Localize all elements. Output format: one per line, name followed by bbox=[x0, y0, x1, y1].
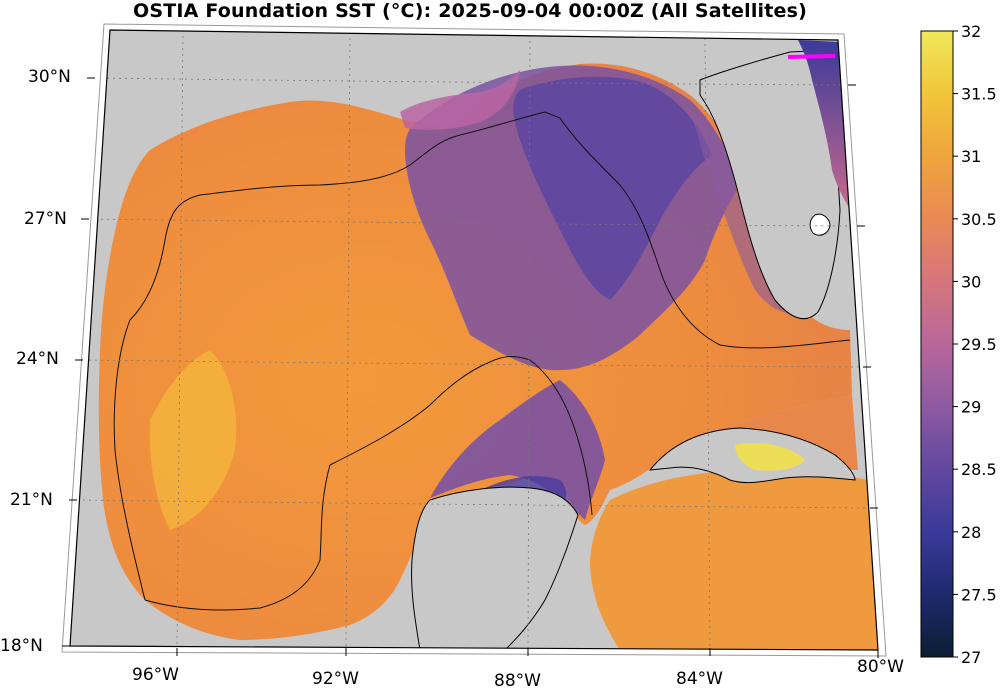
colorbar-tick-label: 30.5 bbox=[961, 210, 997, 229]
lon-label-92w: 92°W bbox=[312, 669, 359, 688]
colorbar-tick-label: 27 bbox=[961, 648, 981, 667]
colorbar-tick-label: 30 bbox=[961, 272, 981, 291]
lon-label-80w: 80°W bbox=[857, 657, 904, 677]
lat-label-21n: 21°N bbox=[10, 490, 53, 510]
colorbar-ticks bbox=[953, 30, 958, 658]
lon-label-96w: 96°W bbox=[132, 665, 179, 685]
map-frame-outer bbox=[61, 23, 887, 657]
colorbar-tick-label: 29.5 bbox=[961, 335, 997, 354]
colorbar-tick-label: 28.5 bbox=[961, 460, 997, 479]
caribbean-water bbox=[590, 470, 878, 650]
front-marker bbox=[787, 54, 836, 59]
louisiana-shelf bbox=[400, 70, 520, 130]
colorbar-tick-label: 31.5 bbox=[961, 85, 997, 104]
colorbar-tick-label: 27.5 bbox=[961, 585, 997, 604]
colorbar-tick-label: 28 bbox=[961, 523, 981, 542]
colorbar-labels: 32 31.5 31 30.5 30 29.5 29 28.5 28 27.5 27 bbox=[961, 22, 997, 667]
colorbar-tick-label: 31 bbox=[961, 147, 981, 166]
lon-label-84w: 84°W bbox=[676, 669, 723, 688]
campeche-bank-contour bbox=[329, 356, 593, 516]
atlantic-strip bbox=[798, 40, 850, 210]
florida bbox=[699, 49, 841, 320]
cuba-warm-lagoon bbox=[735, 443, 805, 471]
colorbar-tick-label: 32 bbox=[961, 22, 981, 41]
lat-ticks bbox=[62, 77, 878, 647]
shelf-contour bbox=[113, 111, 851, 601]
yucatan bbox=[411, 486, 579, 650]
lat-label-24n: 24°N bbox=[16, 349, 59, 369]
colorbar bbox=[920, 30, 954, 658]
lake-okeechobee bbox=[809, 213, 831, 236]
lon-label-88w: 88°W bbox=[494, 671, 541, 688]
graticule bbox=[76, 30, 871, 649]
lat-label-18n: 18°N bbox=[0, 636, 43, 656]
cool-water-core bbox=[513, 76, 712, 301]
lat-label-30n: 30°N bbox=[28, 67, 71, 87]
colorbar-tick-label: 29 bbox=[961, 398, 981, 417]
lat-label-27n: 27°N bbox=[24, 209, 67, 229]
campeche-warm bbox=[149, 350, 237, 530]
mexico-shelf-contour bbox=[144, 464, 331, 611]
lon-ticks bbox=[176, 648, 879, 658]
map-title: OSTIA Foundation SST (°C): 2025-09-04 00… bbox=[132, 0, 808, 22]
